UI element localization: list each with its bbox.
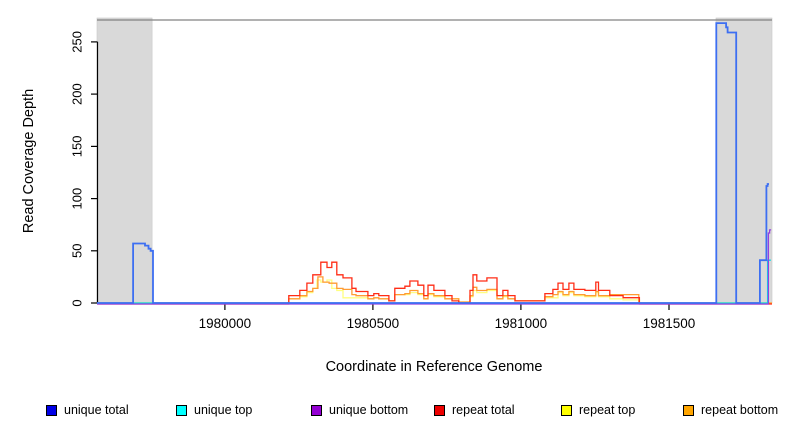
shaded-region	[715, 17, 773, 304]
legend-label: repeat total	[452, 403, 515, 417]
legend-swatch-icon	[683, 404, 694, 416]
legend-item-unique-total: unique total	[46, 402, 129, 418]
legend-label: repeat top	[579, 403, 636, 417]
legend-item-unique-top: unique top	[176, 402, 252, 418]
series-line-unique-bottom	[97, 229, 772, 305]
legend-item-repeat-total: repeat total	[434, 402, 515, 418]
legend-label: unique top	[194, 403, 253, 417]
legend-item-repeat-bottom: repeat bottom	[683, 402, 778, 418]
legend-swatch-icon	[46, 404, 57, 416]
y-tick-label: 150	[69, 136, 84, 158]
series-line-repeat-bottom	[97, 276, 772, 304]
legend-swatch-icon	[176, 404, 187, 416]
y-tick-label: 50	[69, 244, 84, 258]
series-line-repeat-top	[97, 279, 772, 304]
y-tick-label: 0	[69, 299, 84, 306]
legend-label: unique total	[64, 403, 129, 417]
legend-item-unique-bottom: unique bottom	[311, 402, 408, 418]
series-line-repeat-total	[97, 261, 772, 305]
legend-swatch-icon	[561, 404, 572, 416]
x-tick-label: 1980000	[199, 316, 252, 331]
legend-label: unique bottom	[329, 403, 409, 417]
legend-item-repeat-top: repeat top	[561, 402, 635, 418]
y-tick-label: 250	[69, 31, 84, 53]
x-axis-title: Coordinate in Reference Genome	[325, 359, 543, 375]
legend-label: repeat bottom	[701, 403, 779, 417]
series-line-unique-total	[97, 22, 769, 304]
legend: unique total unique top unique bottom repea…	[0, 402, 792, 422]
y-tick-label: 200	[69, 83, 84, 105]
shaded-region	[96, 17, 153, 304]
legend-swatch-icon	[311, 404, 322, 416]
y-axis-title: Read Coverage Depth	[21, 88, 37, 234]
legend-swatch-icon	[434, 404, 445, 416]
y-tick-label: 100	[69, 188, 84, 210]
x-tick-label: 1981000	[495, 316, 548, 331]
x-tick-label: 1981500	[643, 316, 696, 331]
x-tick-label: 1980500	[347, 316, 400, 331]
